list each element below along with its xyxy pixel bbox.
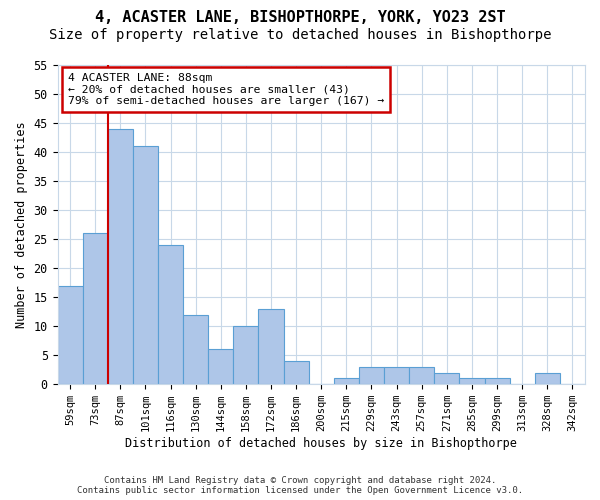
Bar xyxy=(183,314,208,384)
Bar xyxy=(384,367,409,384)
Bar xyxy=(259,309,284,384)
Text: Size of property relative to detached houses in Bishopthorpe: Size of property relative to detached ho… xyxy=(49,28,551,42)
Bar xyxy=(535,372,560,384)
Bar xyxy=(83,234,108,384)
Bar xyxy=(359,367,384,384)
Bar xyxy=(58,286,83,384)
Text: Contains HM Land Registry data © Crown copyright and database right 2024.
Contai: Contains HM Land Registry data © Crown c… xyxy=(77,476,523,495)
Text: 4, ACASTER LANE, BISHOPTHORPE, YORK, YO23 2ST: 4, ACASTER LANE, BISHOPTHORPE, YORK, YO2… xyxy=(95,10,505,25)
Bar xyxy=(133,146,158,384)
Bar xyxy=(208,350,233,384)
X-axis label: Distribution of detached houses by size in Bishopthorpe: Distribution of detached houses by size … xyxy=(125,437,517,450)
Bar xyxy=(434,372,460,384)
Bar xyxy=(409,367,434,384)
Y-axis label: Number of detached properties: Number of detached properties xyxy=(15,122,28,328)
Bar xyxy=(485,378,509,384)
Text: 4 ACASTER LANE: 88sqm
← 20% of detached houses are smaller (43)
79% of semi-deta: 4 ACASTER LANE: 88sqm ← 20% of detached … xyxy=(68,73,385,106)
Bar xyxy=(158,245,183,384)
Bar xyxy=(108,129,133,384)
Bar xyxy=(460,378,485,384)
Bar xyxy=(284,361,309,384)
Bar xyxy=(233,326,259,384)
Bar xyxy=(334,378,359,384)
